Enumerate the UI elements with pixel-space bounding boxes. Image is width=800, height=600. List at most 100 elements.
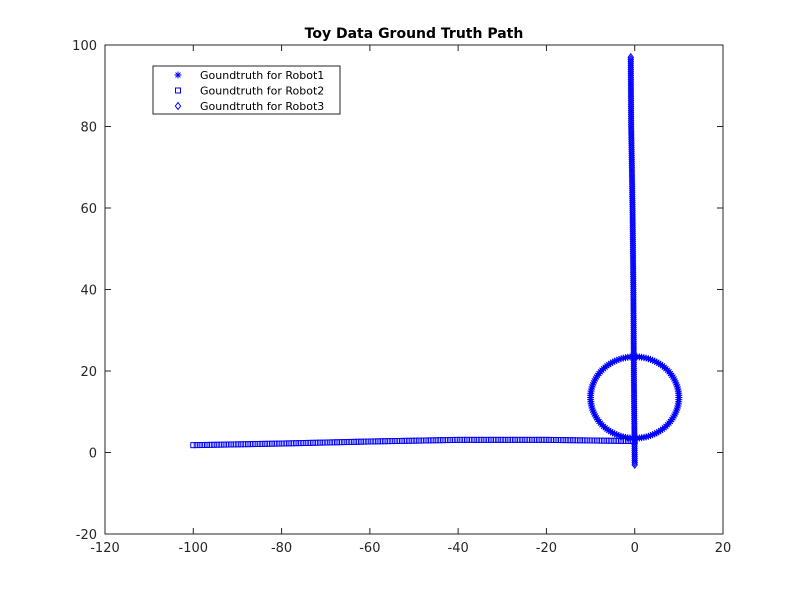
data-point — [388, 438, 395, 445]
data-point — [214, 441, 221, 448]
data-point — [546, 436, 553, 443]
data-point — [248, 441, 255, 448]
data-point — [378, 438, 385, 445]
data-point — [604, 437, 611, 444]
y-tick-label: 40 — [80, 284, 97, 299]
data-point — [327, 439, 334, 446]
data-point — [255, 440, 262, 447]
data-point — [590, 437, 597, 444]
data-point — [238, 441, 245, 448]
data-point — [416, 437, 423, 444]
data-point — [443, 437, 450, 444]
data-point — [344, 439, 351, 446]
data-point — [618, 437, 625, 444]
data-point — [460, 436, 467, 443]
data-point — [251, 441, 258, 448]
y-axis-ticks: -20 0 20 40 60 80 100 — [72, 39, 723, 543]
data-point — [429, 437, 436, 444]
x-tick-label: 0 — [631, 541, 639, 556]
data-point — [621, 437, 628, 444]
data-point — [323, 439, 330, 446]
data-point — [210, 441, 217, 448]
data-point — [573, 437, 580, 444]
data-point — [511, 436, 518, 443]
legend-entry-robot1: Goundtruth for Robot1 — [200, 69, 324, 82]
data-point — [351, 438, 358, 445]
data-point — [296, 440, 303, 447]
data-point — [364, 438, 371, 445]
legend-box — [152, 65, 341, 115]
data-point — [197, 442, 204, 449]
data-point — [611, 437, 618, 444]
chart-title: Toy Data Ground Truth Path — [305, 26, 524, 42]
legend-entry-robot2: Goundtruth for Robot2 — [200, 85, 324, 98]
data-point — [446, 437, 453, 444]
data-point — [498, 436, 505, 443]
legend-entry-robot3: Goundtruth for Robot3 — [200, 100, 324, 113]
data-point — [522, 436, 529, 443]
data-point — [450, 436, 457, 443]
data-point — [580, 437, 587, 444]
data-point — [532, 436, 539, 443]
data-point — [316, 439, 323, 446]
data-point — [381, 438, 388, 445]
data-point — [392, 438, 399, 445]
data-point — [587, 437, 594, 444]
data-point — [221, 441, 228, 448]
data-point — [464, 436, 471, 443]
data-point — [470, 436, 477, 443]
data-point — [409, 437, 416, 444]
y-tick-label: 0 — [89, 447, 97, 462]
data-point — [292, 440, 299, 447]
data-point — [245, 441, 252, 448]
legend-marker-robot1 — [174, 71, 182, 79]
data-point — [354, 438, 361, 445]
data-point — [501, 436, 508, 443]
x-tick-label: -120 — [90, 541, 120, 556]
x-tick-label: -60 — [359, 541, 380, 556]
y-tick-label: 20 — [80, 365, 97, 380]
data-point — [272, 440, 279, 447]
data-point — [467, 436, 474, 443]
data-point — [289, 440, 296, 447]
data-point — [583, 437, 590, 444]
data-point — [553, 437, 560, 444]
data-point — [597, 437, 604, 444]
data-point — [539, 436, 546, 443]
data-point — [193, 442, 200, 449]
data-point — [594, 437, 601, 444]
data-point — [453, 436, 460, 443]
data-point — [494, 436, 501, 443]
data-point — [279, 440, 286, 447]
data-point — [440, 437, 447, 444]
data-point — [399, 437, 406, 444]
data-point — [200, 441, 207, 448]
data-point — [231, 441, 238, 448]
x-tick-label: 20 — [715, 541, 732, 556]
data-point — [337, 439, 344, 446]
data-point — [563, 437, 570, 444]
data-point — [371, 438, 378, 445]
data-point — [227, 441, 234, 448]
data-point — [224, 441, 231, 448]
legend: Goundtruth for Robot1 Goundtruth for Robo… — [152, 65, 341, 115]
data-point — [402, 437, 409, 444]
data-point — [306, 439, 313, 446]
data-point — [412, 437, 419, 444]
data-point — [535, 436, 542, 443]
data-point — [508, 436, 515, 443]
x-tick-label: -20 — [536, 541, 557, 556]
data-point — [275, 440, 282, 447]
data-point — [474, 436, 481, 443]
series-robot1 — [587, 353, 683, 442]
data-point — [375, 438, 382, 445]
data-point — [303, 439, 310, 446]
data-point — [624, 437, 631, 444]
data-point — [627, 52, 634, 62]
data-point — [368, 438, 375, 445]
data-point — [505, 436, 512, 443]
data-point — [600, 437, 607, 444]
y-tick-label: 60 — [80, 202, 97, 217]
data-series — [190, 52, 683, 470]
